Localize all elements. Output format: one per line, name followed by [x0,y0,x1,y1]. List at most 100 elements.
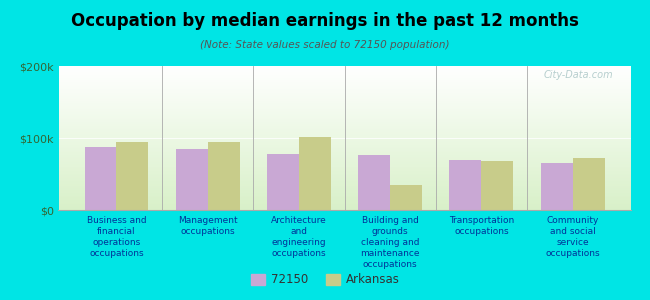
Bar [58,96,630,98]
Bar [58,145,630,147]
Bar [58,187,630,188]
Bar [207,142,240,210]
Bar [84,147,116,210]
Bar [58,151,630,152]
Bar [58,72,630,73]
Bar [58,149,630,151]
Bar [58,132,630,134]
Bar [58,203,630,204]
Text: City-Data.com: City-Data.com [543,70,614,80]
Bar [58,113,630,115]
Bar [58,115,630,116]
Bar [58,177,630,178]
Bar [58,167,630,168]
Bar [299,136,331,210]
Bar [58,206,630,207]
Bar [58,118,630,119]
Bar [58,119,630,121]
Bar [482,161,514,210]
Bar [58,168,630,170]
Bar [58,86,630,88]
Bar [58,93,630,95]
Bar [58,75,630,76]
Bar [58,138,630,140]
Bar [58,191,630,193]
Bar [58,82,630,83]
Bar [58,69,630,70]
Bar [358,155,390,210]
Bar [58,158,630,160]
Bar [58,183,630,184]
Bar [58,152,630,154]
Bar [58,88,630,89]
Bar [58,204,630,206]
Bar [58,178,630,180]
Bar [58,99,630,100]
Bar [58,201,630,203]
Bar [58,131,630,132]
Bar [58,89,630,91]
Bar [58,100,630,102]
Bar [58,68,630,69]
Bar [58,184,630,185]
Bar [58,77,630,79]
Bar [58,185,630,187]
Bar [58,135,630,136]
Bar [58,112,630,113]
Bar [58,125,630,127]
Bar [58,193,630,194]
Legend: 72150, Arkansas: 72150, Arkansas [246,269,404,291]
Bar [58,141,630,142]
Bar [58,140,630,141]
Bar [58,128,630,129]
Bar [58,174,630,176]
Bar [58,122,630,124]
Bar [58,79,630,80]
Bar [390,185,422,210]
Bar [58,142,630,144]
Bar [58,85,630,86]
Bar [58,91,630,92]
Bar [58,76,630,77]
Bar [449,160,482,210]
Bar [58,155,630,157]
Bar [58,124,630,125]
Bar [58,102,630,104]
Bar [58,176,630,177]
Bar [58,134,630,135]
Text: (Note: State values scaled to 72150 population): (Note: State values scaled to 72150 popu… [200,40,450,50]
Bar [58,147,630,148]
Bar [58,121,630,122]
Bar [58,161,630,163]
Bar [267,154,299,210]
Bar [58,116,630,118]
Bar [58,108,630,109]
Bar [58,106,630,108]
Bar [58,170,630,171]
Bar [58,154,630,155]
Bar [58,105,630,106]
Bar [58,66,630,68]
Bar [58,197,630,199]
Bar [58,148,630,149]
Bar [58,160,630,161]
Bar [58,144,630,145]
Bar [58,180,630,181]
Bar [58,111,630,112]
Bar [58,181,630,183]
Bar [58,136,630,138]
Bar [58,171,630,172]
Text: Occupation by median earnings in the past 12 months: Occupation by median earnings in the pas… [71,12,579,30]
Bar [58,92,630,93]
Bar [58,157,630,158]
Bar [58,196,630,197]
Bar [58,103,630,105]
Bar [541,163,573,210]
Bar [58,129,630,131]
Bar [58,165,630,167]
Bar [58,83,630,85]
Bar [58,200,630,201]
Bar [58,199,630,200]
Bar [58,172,630,174]
Bar [58,188,630,190]
